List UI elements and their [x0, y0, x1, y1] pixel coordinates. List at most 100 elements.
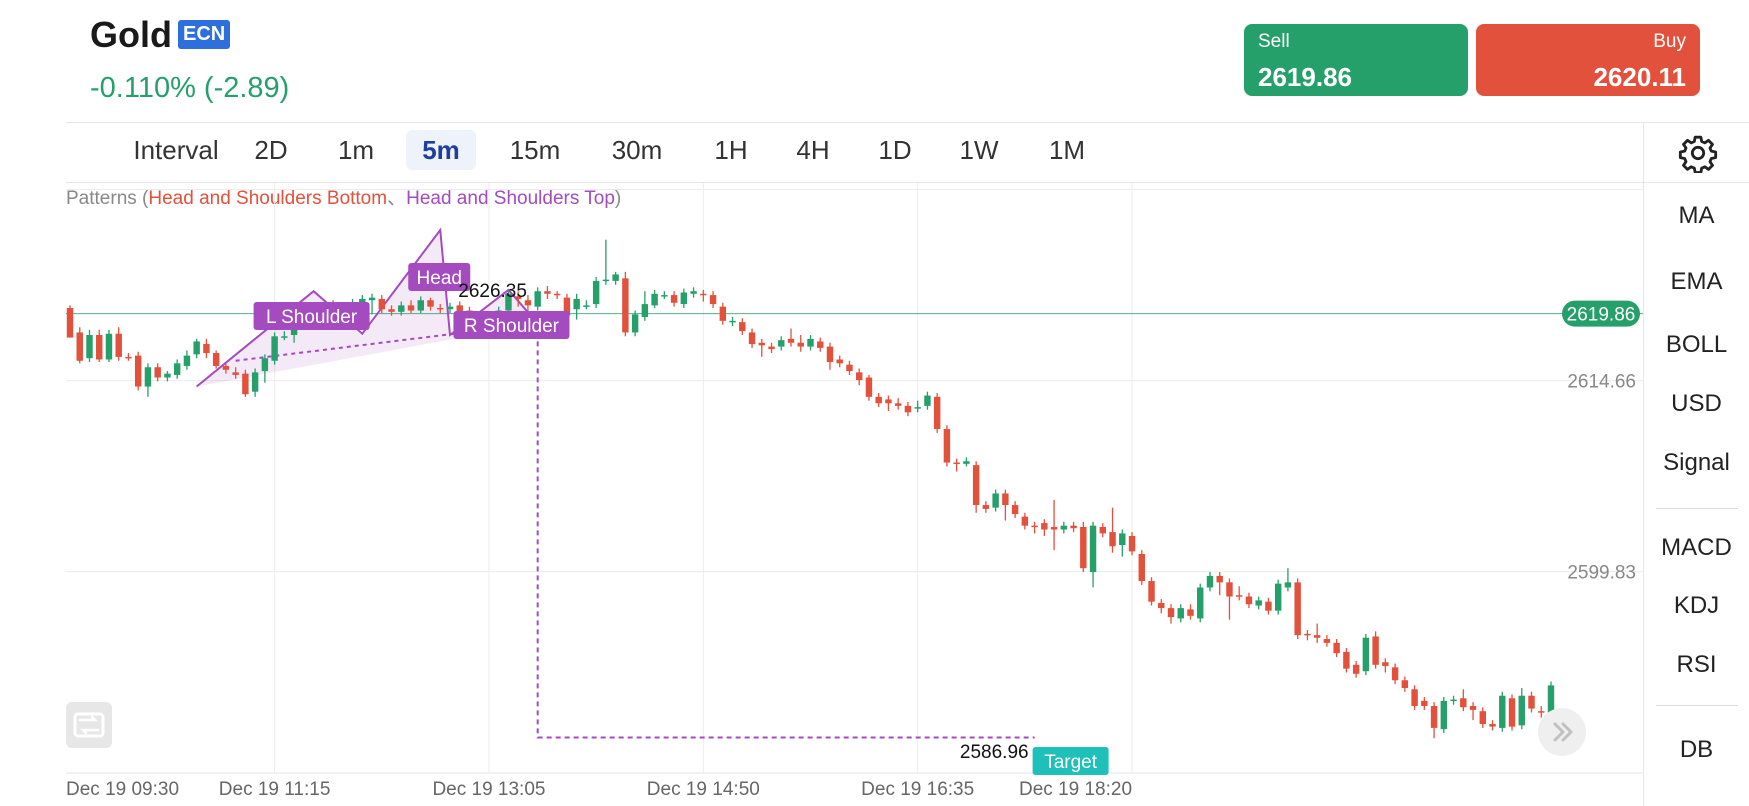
- candle-body: [1450, 699, 1457, 702]
- candle-body: [407, 305, 415, 311]
- candle-body: [251, 372, 259, 392]
- target-projection: [536, 323, 1035, 739]
- candle-body: [1382, 662, 1389, 667]
- pattern-hs-top[interactable]: Head and Shoulders Top: [406, 188, 615, 209]
- head-tag-text: Head: [417, 268, 462, 289]
- candle-body: [1352, 664, 1360, 674]
- candle-body: [846, 364, 853, 372]
- candle-body: [1304, 633, 1311, 636]
- header-divider: [66, 122, 1749, 123]
- interval-1w[interactable]: 1W: [959, 135, 999, 165]
- interval-label[interactable]: Interval: [133, 135, 219, 165]
- candle-body: [1167, 608, 1175, 618]
- neckline: [235, 322, 538, 362]
- candle-body: [797, 342, 804, 347]
- interval-1m[interactable]: 1m: [337, 135, 375, 165]
- candle-body: [836, 359, 843, 364]
- interval-2d[interactable]: 2D: [254, 135, 288, 165]
- candle-body: [1469, 706, 1477, 710]
- candle-body: [729, 320, 736, 323]
- indicator-signal[interactable]: Signal: [1663, 449, 1730, 476]
- indicator-kdj[interactable]: KDJ: [1673, 592, 1720, 619]
- candle-body: [1216, 575, 1223, 583]
- head-tag: Head: [408, 263, 471, 291]
- candle-body: [953, 462, 960, 465]
- candle-body: [612, 274, 619, 281]
- candle-body: [748, 332, 756, 345]
- interval-5m[interactable]: 5m: [406, 130, 476, 170]
- candle-body: [1235, 595, 1243, 597]
- candle-body: [514, 296, 522, 299]
- candle-body: [1041, 523, 1048, 530]
- candle-body: [524, 300, 532, 306]
- buy-button[interactable]: Buy 2620.11: [1476, 24, 1700, 96]
- candle-body: [690, 291, 697, 294]
- indicator-ma[interactable]: MA: [1678, 202, 1715, 229]
- candle-body: [115, 333, 122, 357]
- candle-body: [1031, 525, 1038, 528]
- candle-body: [164, 373, 171, 378]
- x-tick-label: Dec 19 11:15: [219, 779, 331, 800]
- interval-15m[interactable]: 15m: [509, 135, 561, 165]
- candle-body: [534, 291, 541, 307]
- interval-1h[interactable]: 1H: [714, 135, 748, 165]
- candle-body: [1333, 642, 1340, 654]
- candle-body: [1187, 609, 1194, 616]
- left-shoulder-tag-bg: [253, 302, 370, 330]
- candle-body: [894, 403, 902, 406]
- candle-body: [144, 367, 152, 387]
- interval-bar: Interval 2D 1m 5m 15m 30m 1H 4H 1D 1W 1M: [66, 122, 1641, 182]
- candle-body: [1391, 667, 1399, 681]
- candle-body: [183, 355, 191, 366]
- candle-body: [193, 341, 200, 355]
- indicator-rsi[interactable]: RSI: [1676, 651, 1717, 678]
- pattern-hs-bottom[interactable]: Head and Shoulders Bottom: [148, 188, 388, 209]
- current-price-tag-text: 2619.86: [1567, 305, 1636, 326]
- chart-labels: Dec 19 09:30 Dec 19 11:15 Dec 19 13:05 Dec …: [66, 263, 1640, 800]
- patterns-prefix: Patterns (: [66, 188, 149, 209]
- x-tick-label: Dec 19 14:50: [647, 779, 760, 800]
- x-tick-label: Dec 19 16:35: [861, 779, 974, 800]
- y-tick-label: 2599.83: [1567, 563, 1636, 584]
- interval-30m[interactable]: 30m: [611, 135, 663, 165]
- y-tick-label: 2614.66: [1567, 372, 1636, 393]
- indicator-db[interactable]: DB: [1679, 736, 1714, 763]
- candle-body: [700, 293, 707, 296]
- sell-label: Sell: [1258, 31, 1290, 52]
- candle-body: [709, 295, 717, 305]
- candle-body: [203, 344, 210, 354]
- patterns-suffix: ): [614, 188, 622, 209]
- candle-body: [1440, 700, 1448, 730]
- candle-body: [398, 305, 405, 312]
- candle-body: [1245, 596, 1253, 605]
- candle-body: [1226, 582, 1233, 597]
- indicator-macd[interactable]: MACD: [1661, 534, 1732, 561]
- candle-body: [1011, 505, 1019, 515]
- chevron-double-right-icon[interactable]: [1538, 708, 1586, 756]
- candle-body: [242, 373, 249, 395]
- x-tick-label: Dec 19 13:05: [432, 779, 545, 800]
- candle-body: [553, 293, 561, 296]
- candle-body: [963, 461, 970, 464]
- candle-body: [1362, 637, 1370, 672]
- candle-body: [154, 367, 161, 378]
- interval-1d[interactable]: 1D: [878, 135, 912, 165]
- candle-body: [1284, 582, 1292, 588]
- x-tick-label: Dec 19 09:30: [66, 779, 179, 800]
- candle-body: [173, 363, 181, 375]
- interval-4h[interactable]: 4H: [796, 135, 830, 165]
- candle-body: [1343, 651, 1350, 669]
- indicator-ema[interactable]: EMA: [1670, 268, 1723, 295]
- candle-body: [885, 399, 892, 404]
- rotate-icon[interactable]: [66, 702, 112, 748]
- candle-body: [281, 336, 288, 338]
- candle-body: [865, 377, 873, 397]
- indicator-boll[interactable]: BOLL: [1665, 331, 1728, 358]
- sell-button[interactable]: Sell 2619.86: [1244, 24, 1468, 96]
- candle-body: [982, 505, 990, 509]
- interval-1mo[interactable]: 1M: [1048, 135, 1086, 165]
- indicator-usd[interactable]: USD: [1671, 390, 1722, 417]
- x-tick-label: Dec 19 18:20: [1019, 779, 1132, 800]
- gear-icon[interactable]: [1678, 133, 1718, 173]
